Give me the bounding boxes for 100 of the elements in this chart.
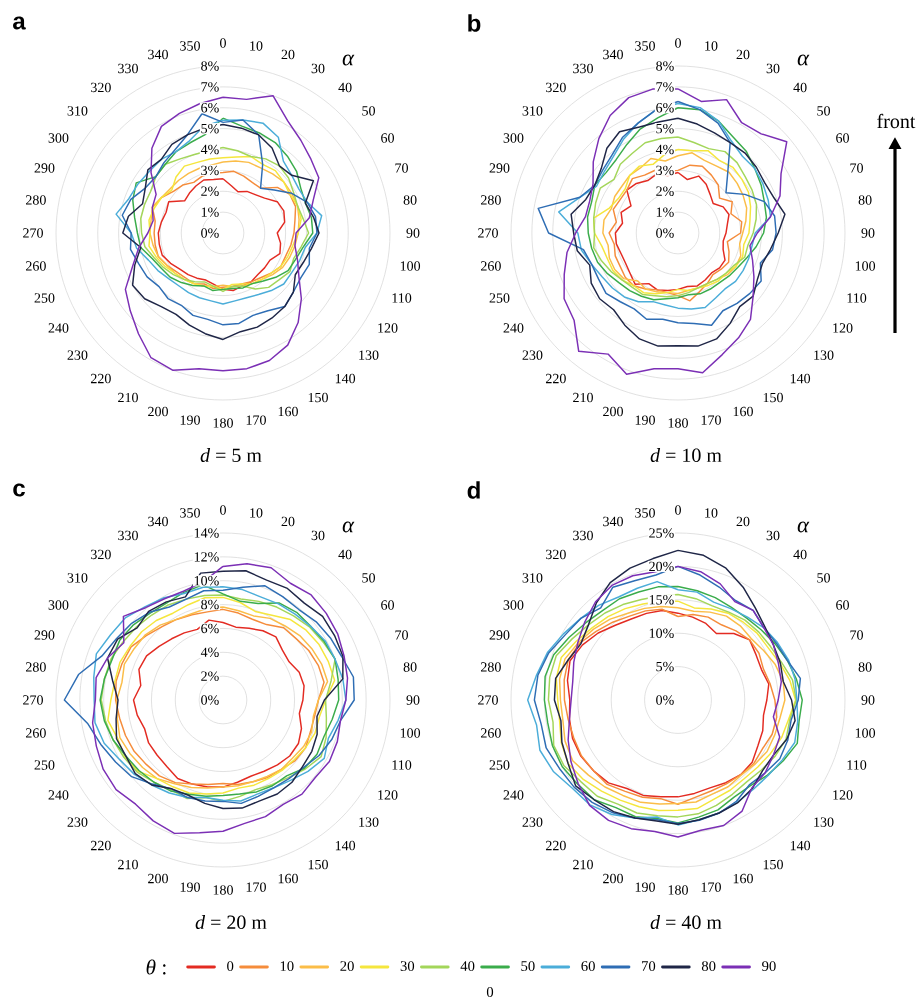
- spoke-label: 50: [817, 106, 831, 116]
- text: d = 5 m: [200, 447, 262, 463]
- spoke-label: 290: [34, 163, 55, 173]
- y-tick-label: 5%: [201, 123, 219, 134]
- y-tick-label: 2%: [201, 671, 219, 681]
- y-tick-label: 6%: [201, 103, 219, 113]
- spoke-label: 190: [180, 415, 200, 425]
- spoke-label: 240: [503, 323, 524, 333]
- spoke-label: 130: [359, 817, 379, 827]
- y-tick-label: 7%: [201, 82, 219, 92]
- spoke-label: 90: [861, 228, 875, 238]
- spoke-label: 140: [790, 840, 811, 851]
- legend-label: 80: [701, 961, 716, 972]
- spoke-label: 60: [381, 133, 394, 143]
- text: front: [877, 113, 916, 129]
- spoke-label: 320: [91, 549, 111, 560]
- spoke-label: 220: [545, 373, 566, 384]
- spoke-label: 260: [26, 261, 46, 271]
- legend-label: 70: [642, 961, 656, 972]
- spoke-label: 70: [395, 163, 408, 173]
- spoke-label: 0: [220, 505, 226, 515]
- spoke-label: 190: [635, 415, 655, 425]
- y-tick-label: 0%: [201, 695, 219, 705]
- chart-title: d: [467, 481, 480, 499]
- spoke-label: 120: [378, 323, 398, 333]
- spoke-label: 240: [503, 790, 524, 800]
- y-tick-label: 4%: [655, 144, 674, 155]
- spoke-label: 270: [23, 228, 43, 238]
- spoke-label: 280: [480, 662, 501, 672]
- spoke-label: 150: [308, 392, 328, 403]
- spoke-label: 280: [26, 195, 46, 205]
- spoke-label: 160: [278, 873, 298, 884]
- spoke-label: 30: [766, 530, 780, 541]
- spoke-label: 70: [850, 630, 863, 640]
- spoke-label: 270: [478, 228, 498, 238]
- y-tick-label: 5%: [656, 661, 674, 672]
- spoke-label: 140: [790, 373, 811, 384]
- spoke-label: 50: [362, 573, 376, 583]
- y-tick-label: 15%: [649, 595, 674, 605]
- legend-label: 50: [521, 961, 535, 972]
- text: α: [342, 521, 355, 533]
- chart-title: a: [13, 16, 26, 30]
- spoke-label: 300: [503, 133, 524, 143]
- spoke-label: 300: [503, 600, 524, 610]
- spoke-label: 230: [522, 817, 543, 827]
- spoke-label: 10: [250, 41, 263, 51]
- spoke-label: 290: [34, 630, 55, 640]
- spoke-label: 150: [763, 392, 783, 403]
- y-tick-label: 5%: [656, 123, 674, 134]
- spoke-label: 40: [793, 549, 807, 560]
- spoke-label: 70: [395, 630, 408, 640]
- spoke-label: 120: [833, 323, 853, 333]
- spoke-label: 0: [220, 38, 226, 48]
- y-tick-label: 0%: [656, 228, 674, 238]
- legend-label: 20: [340, 961, 354, 972]
- text: α: [797, 521, 810, 533]
- spoke-label: 320: [546, 82, 566, 93]
- spoke-label: 250: [489, 760, 510, 770]
- text: d = 40 m: [650, 914, 722, 930]
- spoke-label: 110: [392, 293, 412, 303]
- spoke-label: 40: [338, 82, 352, 93]
- legend-label: 10: [280, 961, 294, 972]
- spoke-label: 30: [311, 63, 325, 74]
- spoke-label: 20: [281, 516, 295, 527]
- text: d = 10 m: [650, 447, 722, 463]
- spoke-label: 20: [736, 516, 750, 527]
- spoke-label: 130: [814, 817, 834, 827]
- chart-title: b: [468, 14, 481, 32]
- spoke-label: 50: [362, 106, 375, 116]
- spoke-label: 320: [91, 82, 111, 93]
- spoke-label: 350: [180, 41, 200, 51]
- spoke-label: 260: [481, 261, 501, 271]
- spoke-label: 280: [25, 662, 46, 672]
- spoke-label: 20: [736, 49, 750, 60]
- spoke-label: 80: [403, 662, 417, 672]
- spoke-label: 80: [858, 662, 872, 672]
- text: 0: [486, 987, 494, 997]
- spoke-label: 10: [250, 508, 263, 518]
- spoke-label: 310: [522, 573, 543, 583]
- spoke-label: 200: [148, 406, 168, 417]
- spoke-label: 190: [635, 882, 655, 892]
- spoke-label: 160: [733, 873, 753, 884]
- spoke-label: 320: [546, 549, 566, 560]
- spoke-label: 230: [67, 817, 88, 827]
- spoke-label: 200: [603, 406, 623, 417]
- spoke-label: 100: [400, 728, 421, 738]
- spoke-label: 210: [573, 392, 593, 403]
- y-tick-label: 6%: [201, 623, 219, 634]
- spoke-label: 30: [311, 530, 325, 541]
- spoke-label: 110: [392, 760, 412, 770]
- spoke-label: 250: [489, 293, 510, 303]
- y-tick-label: 1%: [201, 207, 219, 217]
- spoke-label: 200: [148, 873, 168, 884]
- spoke-label: 90: [406, 228, 420, 238]
- spoke-label: 130: [814, 350, 834, 360]
- legend-label: 30: [400, 961, 415, 972]
- y-tick-label: 10%: [194, 575, 219, 586]
- spoke-label: 230: [522, 350, 543, 360]
- spoke-label: 180: [213, 418, 233, 428]
- spoke-label: 350: [635, 41, 655, 51]
